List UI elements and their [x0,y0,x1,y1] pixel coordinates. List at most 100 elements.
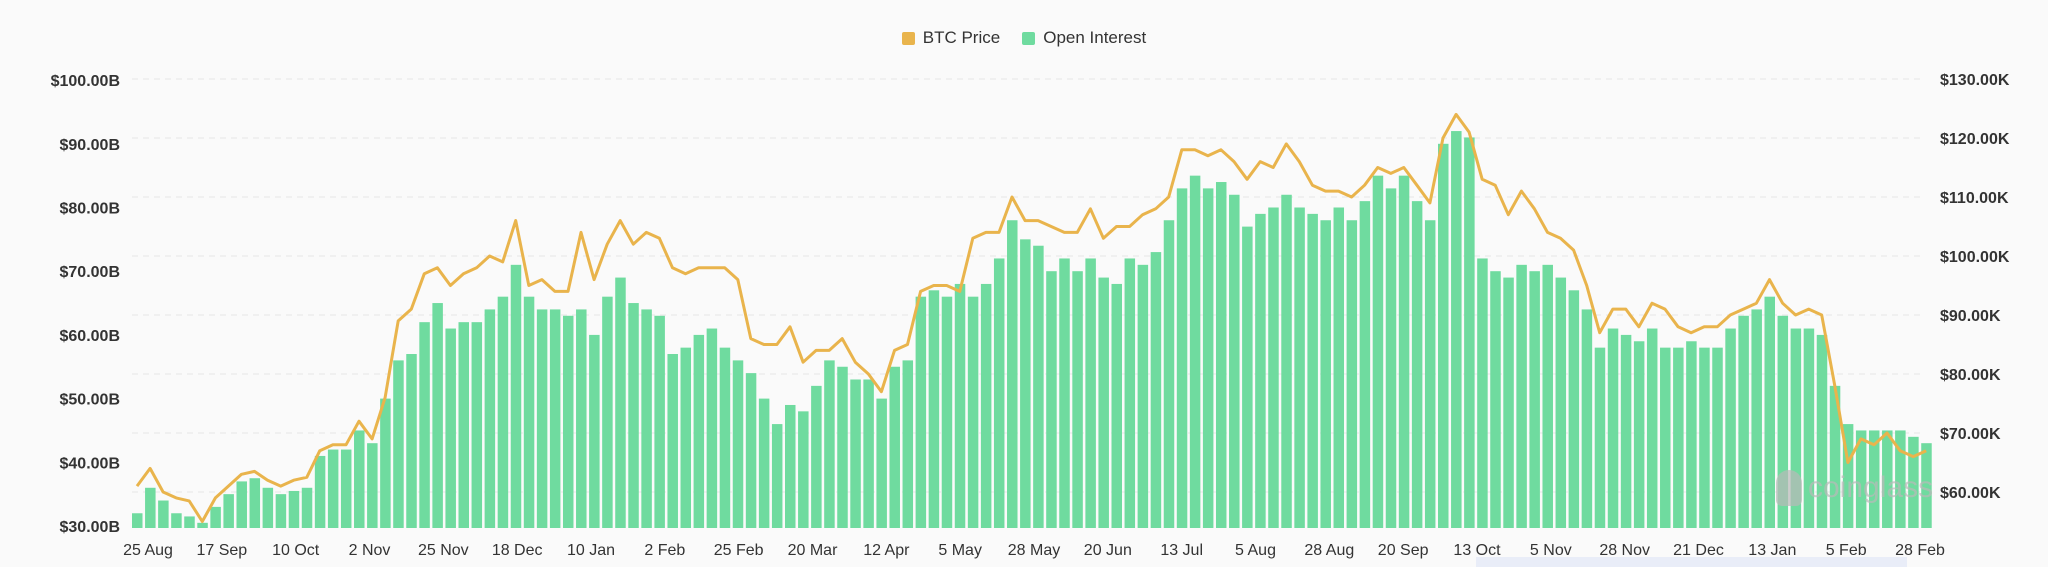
open-interest-bar [262,487,274,528]
open-interest-bar [1085,258,1096,528]
open-interest-bar [1007,220,1018,529]
x-axis-tick: 18 Dec [492,542,543,559]
left-axis-tick: $70.00B [60,264,121,281]
open-interest-bar [393,360,404,528]
open-interest-bar [1072,271,1083,528]
open-interest-bar [1686,341,1697,528]
open-interest-bar [223,494,234,528]
left-axis-tick: $30.00B [60,519,121,536]
open-interest-bar [628,303,639,528]
right-axis-tick: $100.00K [1940,249,2010,266]
open-interest-bar [1855,430,1867,528]
btc-price-line [135,112,1927,523]
open-interest-bar [1542,264,1553,528]
x-axis-tick: 13 Oct [1453,542,1501,559]
right-axis-tick: $120.00K [1940,131,2010,148]
open-interest-bar [171,513,182,528]
left-axis-tick: $80.00B [60,201,121,218]
open-interest-bar [785,404,796,528]
open-interest-bar [158,500,169,528]
open-interest-bar [1620,334,1632,528]
open-interest-bar [523,296,535,528]
open-interest-bar [615,277,626,528]
left-axis-tick: $40.00B [60,455,121,472]
x-axis-tick: 5 Aug [1235,542,1276,559]
open-interest-bar [902,360,914,528]
open-interest-bar [1124,258,1136,528]
open-interest-bar [1411,201,1423,528]
open-interest-bar [249,478,261,528]
open-interest-bar [1242,226,1253,529]
watermark-logo: coinglass [1776,470,1933,506]
open-interest-bar [1229,194,1240,528]
right-axis-tick: $80.00K [1940,367,2001,384]
open-interest-bar [1529,271,1540,528]
left-axis-tick: $100.00B [51,73,120,90]
legend-item-open-interest[interactable]: Open Interest [1022,28,1146,48]
right-axis-tick: $60.00K [1940,485,2001,502]
open-interest-bar [993,258,1005,528]
x-axis-tick: 17 Sep [196,542,247,559]
legend-swatch-open-interest [1022,31,1036,45]
right-axis-tick: $70.00K [1940,426,2001,443]
open-interest-bar [432,303,443,528]
open-interest-bar [301,487,313,528]
open-interest-bar [1438,143,1449,529]
open-interest-bar [954,283,966,528]
open-interest-bar [1725,328,1736,528]
x-axis-tick: 5 Nov [1530,542,1572,559]
x-axis-tick: 20 Sep [1378,542,1429,559]
open-interest-bar [1281,194,1292,528]
x-axis-tick: 2 Nov [349,542,391,559]
open-interest-bar [1189,175,1201,528]
open-interest-bar [197,522,208,528]
open-interest-bar [1202,188,1214,528]
x-axis-tick: 5 May [938,542,982,559]
open-interest-bar [837,366,848,528]
legend-item-btc-price[interactable]: BTC Price [901,28,1001,48]
open-interest-bar [1215,182,1227,528]
open-interest-bar [641,309,652,528]
legend-label-btc-price: BTC Price [922,28,1001,47]
left-axis-tick: $60.00B [60,328,121,345]
coinglass-logo-icon [1776,470,1802,506]
chart-legend: BTC Price Open Interest [0,28,2048,48]
open-interest-bar [1137,264,1149,528]
open-interest-bar [654,315,665,528]
open-interest-bar [876,398,887,528]
open-interest-bar [1921,443,1932,528]
open-interest-bar [1555,277,1567,528]
x-axis-tick: 21 Dec [1673,542,1724,559]
legend-label-open-interest: Open Interest [1043,28,1147,47]
open-interest-bar [1111,283,1122,528]
open-interest-bar [680,347,692,528]
open-interest-bar [380,398,391,528]
chart-range-scrollbar[interactable] [1476,557,1907,567]
open-interest-bar [1346,220,1358,529]
open-interest-bar [1816,334,1828,528]
x-axis-tick: 10 Oct [272,542,320,559]
x-axis-tick: 25 Feb [714,542,764,559]
left-axis-tick: $90.00B [60,137,121,154]
open-interest-bar [1803,328,1815,528]
open-interest-bar [1777,315,1789,528]
open-interest-bar [1163,220,1175,529]
open-interest-bar [1359,201,1371,528]
x-axis-tick: 28 Aug [1304,542,1354,559]
open-interest-bar [288,490,300,528]
open-interest-bar [980,283,992,528]
open-interest-bar [1176,188,1188,528]
open-interest-bar [1385,188,1397,528]
open-interest-bar [732,360,744,528]
x-axis-tick: 28 May [1008,542,1060,559]
open-interest-bar [1372,175,1384,528]
open-interest-bar [1751,309,1762,528]
open-interest-bar [941,296,953,528]
open-interest-bar [1464,137,1475,528]
open-interest-bars [132,131,1932,529]
open-interest-bar [184,516,195,528]
open-interest-bar [1699,347,1710,528]
open-interest-bar [889,366,900,528]
x-axis-tick: 20 Jun [1084,542,1132,559]
